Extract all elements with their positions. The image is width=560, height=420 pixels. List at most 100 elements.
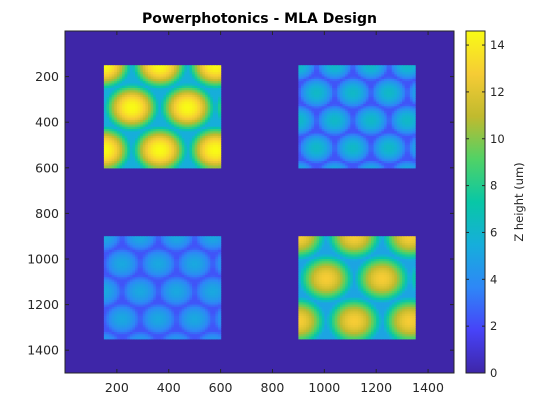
heatmap-cell [184, 138, 188, 142]
heatmap-cell [376, 129, 380, 132]
heatmap-cell [347, 83, 351, 87]
heatmap-cell [316, 65, 320, 69]
heatmap-cell [103, 113, 108, 116]
heatmap-cell [122, 65, 126, 69]
heatmap-cell [194, 274, 198, 278]
heatmap-cell [360, 126, 364, 130]
heatmap-cell [186, 154, 191, 157]
heatmap-cell [184, 145, 188, 148]
heatmap-cell [202, 110, 206, 114]
heatmap-cell [334, 140, 338, 144]
heatmap-cell [147, 281, 152, 285]
heatmap-cell [215, 88, 219, 91]
heatmap-cell [324, 135, 328, 139]
heatmap-cell [135, 81, 139, 85]
heatmap-cell [396, 133, 401, 137]
heatmap-cell [150, 274, 154, 278]
heatmap-cell [308, 129, 312, 132]
heatmap-cell [334, 117, 338, 121]
heatmap-cell [127, 119, 131, 123]
heatmap-cell [176, 272, 180, 276]
heatmap-cell [218, 272, 222, 276]
heatmap-cell [179, 279, 183, 283]
heatmap-cell [127, 76, 131, 80]
heatmap-cell [308, 156, 312, 160]
heatmap-cell [124, 97, 128, 100]
heatmap-cell [168, 263, 172, 267]
heatmap-cell [334, 142, 338, 146]
heatmap-cell [116, 163, 121, 167]
heatmap-cell [158, 151, 162, 155]
heatmap-cell [215, 259, 219, 262]
heatmap-cell [412, 138, 416, 142]
heatmap-cell [202, 238, 206, 242]
heatmap-cell [376, 158, 380, 162]
heatmap-cell [329, 72, 333, 75]
heatmap-cell [311, 67, 315, 71]
heatmap-cell [324, 163, 328, 167]
heatmap-cell [109, 281, 113, 285]
heatmap-cell [176, 81, 180, 85]
heatmap-cell [124, 154, 128, 157]
heatmap-cell [352, 129, 357, 132]
heatmap-cell [352, 133, 357, 137]
heatmap-cell [189, 236, 193, 240]
heatmap-cell [212, 249, 217, 253]
heatmap-cell [127, 67, 131, 71]
heatmap-cell [140, 88, 144, 91]
heatmap-cell [103, 149, 108, 153]
heatmap-cell [339, 154, 344, 157]
heatmap-cell [391, 142, 395, 146]
heatmap-cell [158, 274, 162, 278]
heatmap-cell [412, 106, 416, 110]
heatmap-cell [303, 76, 307, 80]
heatmap-cell [103, 94, 108, 98]
heatmap-cell [358, 67, 362, 71]
heatmap-cell [135, 272, 139, 276]
heatmap-cell [153, 281, 157, 285]
heatmap-cell [147, 259, 152, 262]
heatmap-cell [150, 238, 154, 242]
heatmap-cell [135, 256, 139, 260]
heatmap-cell [119, 108, 123, 112]
heatmap-cell [171, 101, 175, 105]
heatmap-cell [122, 149, 126, 153]
heatmap-cell [407, 103, 411, 107]
heatmap-cell [197, 256, 201, 260]
heatmap-cell [179, 94, 183, 98]
heatmap-cell [321, 126, 325, 130]
heatmap-cell [386, 163, 390, 167]
heatmap-cell [311, 94, 315, 98]
heatmap-cell [135, 113, 139, 116]
heatmap-cell [373, 103, 377, 107]
heatmap-cell [173, 147, 178, 151]
heatmap-cell [166, 122, 170, 126]
heatmap-cell [319, 165, 323, 169]
heatmap-cell [215, 236, 219, 240]
heatmap-cell [160, 119, 165, 123]
heatmap-cell [409, 122, 414, 126]
heatmap-cell [181, 113, 185, 116]
heatmap-cell [363, 106, 367, 110]
heatmap-cell [150, 254, 154, 258]
heatmap-cell [313, 154, 318, 157]
heatmap-cell [106, 158, 110, 162]
heatmap-cell [129, 263, 134, 267]
heatmap-cell [308, 92, 312, 96]
heatmap-cell [339, 106, 344, 110]
heatmap-cell [402, 97, 406, 100]
heatmap-cell [127, 74, 131, 78]
heatmap-cell [373, 145, 377, 148]
heatmap-cell [365, 115, 370, 119]
heatmap-cell [106, 279, 110, 283]
heatmap-cell [202, 274, 206, 278]
heatmap-cell [179, 119, 183, 123]
heatmap-cell [373, 129, 377, 132]
heatmap-cell [111, 256, 115, 260]
heatmap-cell [145, 254, 149, 258]
heatmap-cell [306, 65, 310, 69]
heatmap-cell [124, 140, 128, 144]
heatmap-cell [127, 69, 131, 73]
heatmap-cell [124, 254, 128, 258]
heatmap-cell [321, 99, 325, 103]
